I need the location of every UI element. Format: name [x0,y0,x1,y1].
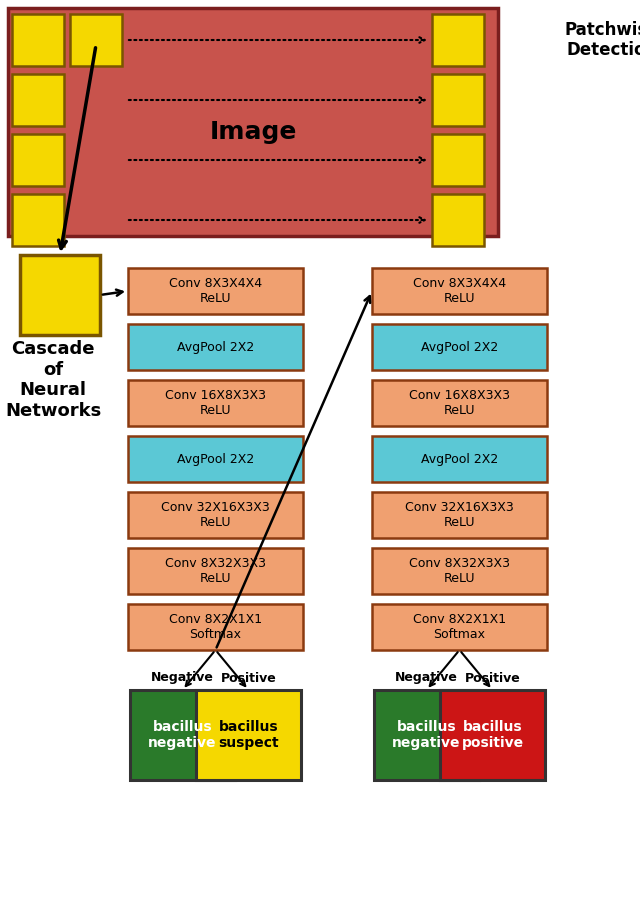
Text: Patchwise
Detection: Patchwise Detection [565,20,640,59]
Text: Conv 32X16X3X3
ReLU: Conv 32X16X3X3 ReLU [405,501,514,529]
Text: Conv 8X32X3X3
ReLU: Conv 8X32X3X3 ReLU [409,557,510,585]
Bar [128,436,303,482]
Bar [12,134,64,186]
Text: Conv 8X2X1X1
Softmax: Conv 8X2X1X1 Softmax [413,613,506,641]
Bar [128,548,303,594]
Bar [372,604,547,650]
Text: Conv 8X3X4X4
ReLU: Conv 8X3X4X4 ReLU [169,277,262,305]
Bar [440,690,545,780]
Bar [372,436,547,482]
Bar [432,194,484,246]
Text: AvgPool 2X2: AvgPool 2X2 [421,341,498,354]
Text: AvgPool 2X2: AvgPool 2X2 [177,341,254,354]
Bar [372,380,547,426]
Bar [372,268,547,314]
Text: Conv 32X16X3X3
ReLU: Conv 32X16X3X3 ReLU [161,501,270,529]
Bar [372,492,547,538]
Bar [128,380,303,426]
Text: Conv 8X2X1X1
Softmax: Conv 8X2X1X1 Softmax [169,613,262,641]
Bar [128,604,303,650]
Bar [12,194,64,246]
Bar [374,690,479,780]
Bar [372,324,547,370]
Bar [12,74,64,126]
Text: Positive: Positive [465,672,520,685]
Bar [432,74,484,126]
Bar [372,548,547,594]
Text: Negative: Negative [395,672,458,685]
Text: bacillus
positive: bacillus positive [461,720,524,750]
Bar [12,14,64,66]
Text: Positive: Positive [221,672,276,685]
Bar [128,492,303,538]
Text: Conv 16X8X3X3
ReLU: Conv 16X8X3X3 ReLU [409,389,510,417]
Bar [432,14,484,66]
Text: bacillus
negative: bacillus negative [392,720,461,750]
Bar [130,690,235,780]
Text: bacillus
suspect: bacillus suspect [218,720,279,750]
Text: Conv 8X3X4X4
ReLU: Conv 8X3X4X4 ReLU [413,277,506,305]
Text: bacillus
negative: bacillus negative [148,720,217,750]
Bar [432,134,484,186]
Text: AvgPool 2X2: AvgPool 2X2 [421,452,498,465]
Text: AvgPool 2X2: AvgPool 2X2 [177,452,254,465]
Bar [20,255,100,335]
Bar [128,324,303,370]
Bar [196,690,301,780]
Text: Conv 16X8X3X3
ReLU: Conv 16X8X3X3 ReLU [165,389,266,417]
Text: Cascade
of
Neural
Networks: Cascade of Neural Networks [5,340,101,420]
Bar [8,8,498,236]
Text: Conv 8X32X3X3
ReLU: Conv 8X32X3X3 ReLU [165,557,266,585]
Text: Image: Image [209,120,297,144]
Bar [70,14,122,66]
Bar [128,268,303,314]
Text: Negative: Negative [151,672,214,685]
